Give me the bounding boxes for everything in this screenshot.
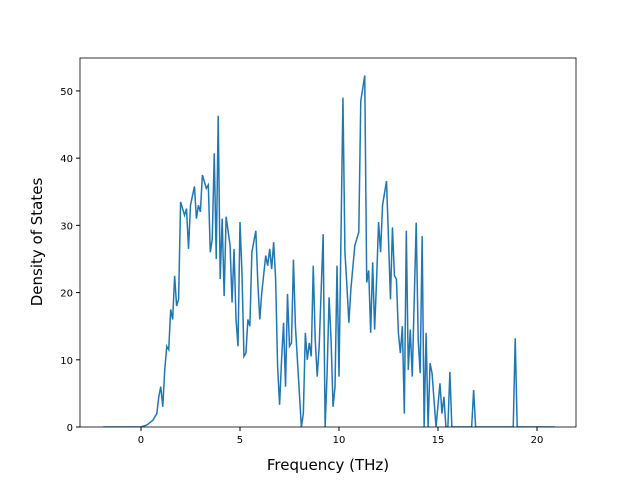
y-tick-label: 0 (67, 423, 73, 434)
x-tick-label: 5 (237, 435, 243, 446)
y-tick-label: 50 (60, 87, 73, 98)
y-tick-label: 20 (60, 289, 73, 300)
plot-frame (79, 57, 577, 428)
y-axis-label: Density of States (28, 178, 46, 307)
x-tick-label: 0 (138, 435, 144, 446)
y-tick-label: 30 (60, 221, 73, 232)
x-tick-label: 15 (432, 435, 445, 446)
y-tick-label: 10 (60, 356, 73, 367)
x-axis-label: Frequency (THz) (267, 456, 389, 474)
y-tick-label: 40 (60, 154, 73, 165)
data-line (103, 75, 555, 427)
x-tick-label: 10 (333, 435, 346, 446)
x-tick-label: 20 (531, 435, 544, 446)
